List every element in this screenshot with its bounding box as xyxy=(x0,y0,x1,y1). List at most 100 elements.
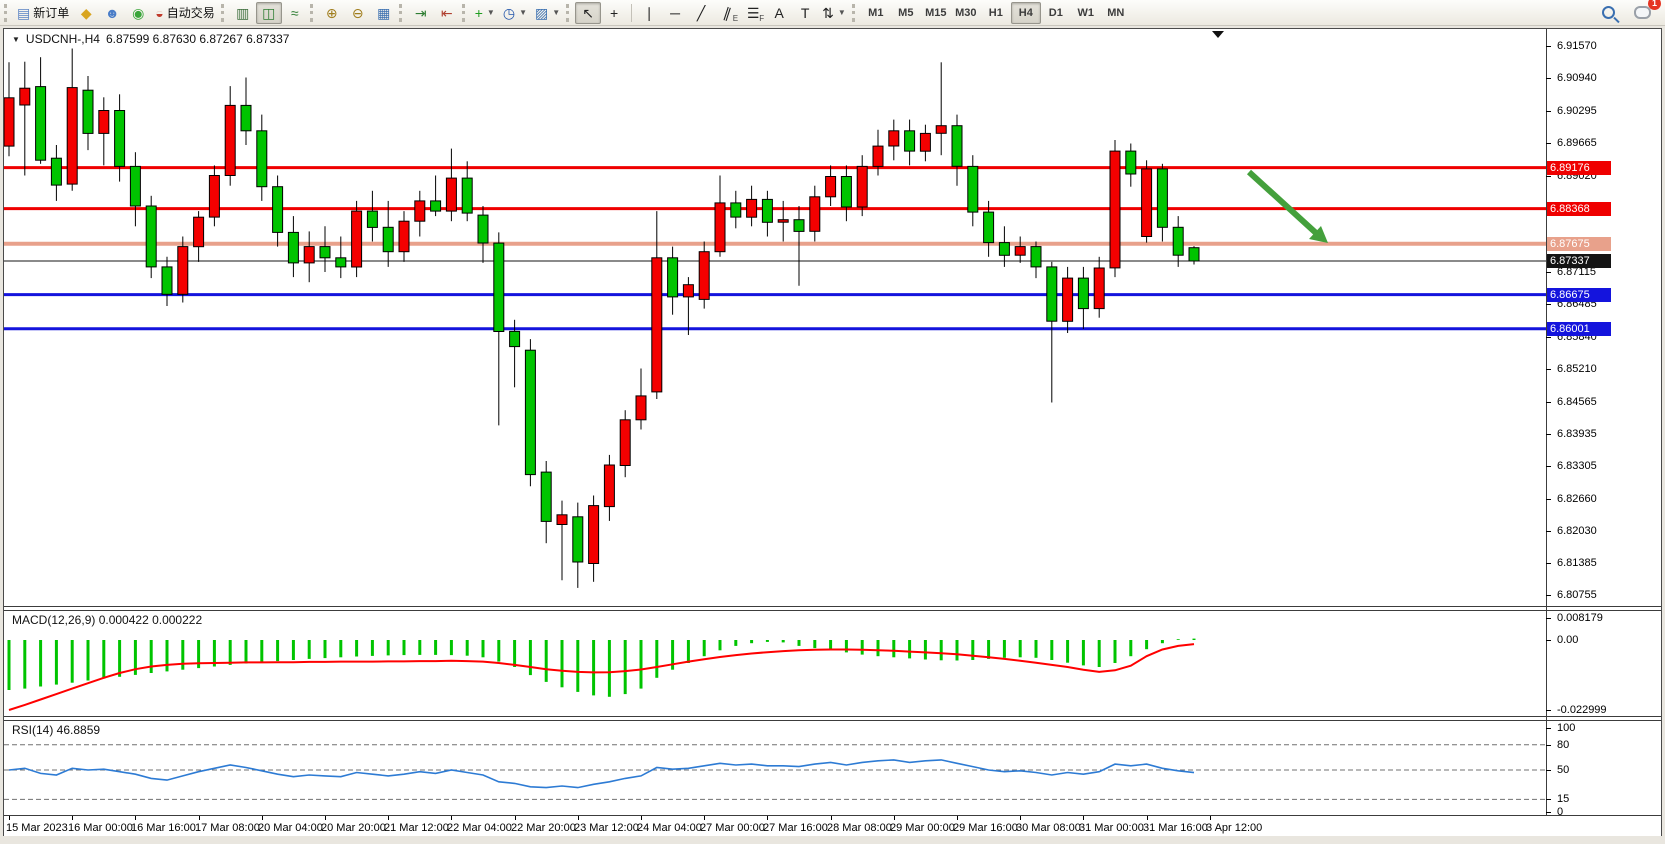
date-tick-mark xyxy=(325,816,326,820)
candle xyxy=(667,246,679,315)
signals-button[interactable]: ◉ xyxy=(125,2,151,24)
panel-splitter[interactable] xyxy=(4,606,1661,607)
price-line-label: 6.87337 xyxy=(1547,254,1611,268)
collapse-ohlc-icon[interactable]: ▼ xyxy=(12,34,20,44)
timeframe-D1-button[interactable]: D1 xyxy=(1048,6,1063,19)
date-tick-label: 27 Mar 00:00 xyxy=(700,822,765,834)
timeframe-W1-button[interactable]: W1 xyxy=(1077,6,1095,19)
rsi-tick-label: 80 xyxy=(1557,739,1570,751)
date-tick-mark xyxy=(388,816,389,820)
candlestick-type-button[interactable]: ◫ xyxy=(255,1,282,24)
line-chart-type-button[interactable]: ≈ xyxy=(282,2,308,24)
metaquotes-button[interactable]: ◆ xyxy=(73,2,99,24)
macd-tick-label: -0.022999 xyxy=(1557,704,1607,716)
zoom-out-button[interactable]: ⊖ xyxy=(345,2,371,24)
timeframe-M30-button[interactable]: M30 xyxy=(955,6,977,19)
fibonacci-button[interactable]: ☰ F xyxy=(746,4,765,23)
text-icon: A xyxy=(774,4,784,21)
cursor-button[interactable]: ↖ xyxy=(575,1,602,24)
candle xyxy=(366,190,378,242)
period-button[interactable]: ◷ ▼ xyxy=(499,2,531,24)
autotrading-button[interactable]: ◒ 自动交易 xyxy=(151,2,218,24)
candle xyxy=(1014,236,1026,263)
price-line-label: 6.89176 xyxy=(1547,161,1611,175)
date-tick-label: 28 Mar 08:00 xyxy=(827,822,892,834)
timeframe-M1-button[interactable]: M1 xyxy=(868,6,884,19)
price-tick-label: 6.91570 xyxy=(1557,40,1597,52)
date-tick-mark xyxy=(451,816,452,820)
candle xyxy=(840,165,852,222)
chat-button[interactable]: 1 xyxy=(1629,0,1661,24)
search-button[interactable] xyxy=(1595,2,1621,24)
text-button[interactable]: A xyxy=(766,2,792,24)
candle xyxy=(556,500,568,581)
candle xyxy=(177,236,189,303)
price-tick-mark xyxy=(1546,78,1551,79)
macd-canvas[interactable] xyxy=(4,611,1546,715)
candle xyxy=(319,226,331,272)
price-tick-mark xyxy=(1546,402,1551,403)
candle xyxy=(509,319,521,388)
crosshair-button[interactable]: + xyxy=(601,2,627,24)
new-order-button[interactable]: ▤ 新订单 xyxy=(13,2,73,24)
auto-scroll-button[interactable]: ⇥ xyxy=(408,2,434,24)
timeframe-MN-button[interactable]: MN xyxy=(1107,6,1125,19)
price-axis[interactable]: 6.91570 6.90940 6.90295 6.89665 6.89020 6.871… xyxy=(1546,29,1661,818)
candle xyxy=(919,124,931,162)
toolbar-grip xyxy=(851,3,857,22)
candle xyxy=(761,190,773,237)
price-axis-border xyxy=(1546,29,1547,815)
price-tick-label: 6.82030 xyxy=(1557,525,1597,537)
new-order-button-label: 新订单 xyxy=(33,6,70,20)
profile-button[interactable]: ☻ xyxy=(99,2,125,24)
candle xyxy=(825,165,837,206)
bar-chart-type-button[interactable]: ▥ xyxy=(230,2,256,24)
panel-splitter[interactable] xyxy=(4,716,1661,717)
rsi-canvas[interactable] xyxy=(4,721,1546,815)
trend-arrow[interactable] xyxy=(1246,169,1328,243)
date-tick-label: 20 Mar 20:00 xyxy=(321,822,386,834)
candle xyxy=(114,94,126,182)
candle xyxy=(1188,246,1200,265)
template-icon: ▨ xyxy=(534,4,549,21)
candle xyxy=(35,57,47,164)
horizontal-line-button[interactable]: ─ xyxy=(662,2,688,24)
candle xyxy=(272,175,284,247)
template-button[interactable]: ▨ ▼ xyxy=(531,2,564,24)
trendline-button[interactable]: ╱ xyxy=(688,2,714,24)
panel-splitter[interactable] xyxy=(4,720,1661,721)
main-chart-canvas[interactable] xyxy=(4,29,1546,606)
chart-title: USDCNH-,H4 xyxy=(25,32,100,46)
price-tick-mark xyxy=(1546,176,1551,177)
vertical-line-button[interactable]: ∣ xyxy=(636,2,662,24)
price-tick-mark xyxy=(1546,466,1551,467)
chat-icon xyxy=(1633,6,1651,19)
candle xyxy=(82,76,94,151)
chart-shift-marker-icon[interactable] xyxy=(1212,31,1224,38)
tile-windows-button[interactable]: ▦ xyxy=(371,2,397,24)
panel-splitter[interactable] xyxy=(4,610,1661,611)
date-axis[interactable]: 15 Mar 2023 16 Mar 00:00 16 Mar 16:00 17 Ma… xyxy=(4,815,1661,836)
timeframe-H4-button[interactable]: H4 xyxy=(1010,1,1041,24)
timeframe-H1-button[interactable]: H1 xyxy=(988,6,1003,19)
timeframe-M5-button[interactable]: M5 xyxy=(898,6,914,19)
arrows-button[interactable]: ⇅ ▼ xyxy=(818,2,850,24)
chart-shift-button[interactable]: ⇤ xyxy=(434,2,460,24)
candle xyxy=(240,77,252,145)
text-label-button[interactable]: T xyxy=(792,2,818,24)
date-tick-label: 31 Mar 00:00 xyxy=(1079,822,1144,834)
rsi-tick-label: 100 xyxy=(1557,722,1576,734)
new-order-icon: ▤ xyxy=(17,4,31,21)
macd-tick-label: 0.00 xyxy=(1557,634,1579,646)
candle xyxy=(1156,163,1168,242)
add-indicator-button[interactable]: + ▼ xyxy=(471,2,499,24)
equidistant-channel-button[interactable]: ∥ E xyxy=(721,3,739,23)
candle xyxy=(572,502,584,588)
price-line-label: 6.87675 xyxy=(1547,237,1611,251)
zoom-in-button[interactable]: ⊕ xyxy=(319,2,345,24)
dropdown-caret-icon: ▼ xyxy=(519,8,527,17)
date-tick-mark xyxy=(9,816,10,820)
dropdown-caret-icon: ▼ xyxy=(837,8,846,17)
timeframe-M15-button[interactable]: M15 xyxy=(925,6,947,19)
bar-chart-type-icon: ▥ xyxy=(236,4,250,21)
